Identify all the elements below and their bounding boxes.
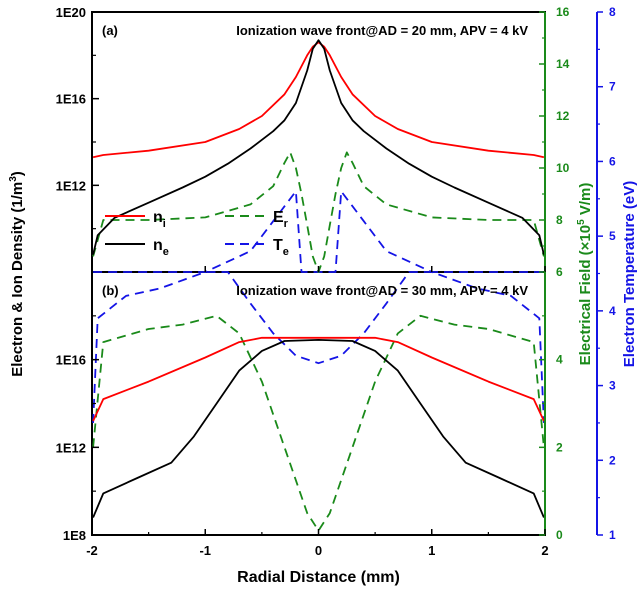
series-Te-a: [93, 190, 544, 273]
left-tick-label-a: 1E16: [56, 92, 86, 107]
legend-label-sub: i: [163, 218, 166, 230]
right-tick-label: 2: [609, 453, 616, 467]
legend-label-ni: ni: [153, 209, 166, 230]
left-tick-label-b: 1E16: [56, 353, 86, 368]
mid-tick-label-a: 12: [556, 109, 570, 123]
series-Er-b: [92, 314, 545, 532]
left-axis-label-sup: 3: [8, 176, 19, 182]
mid-axis-label: Electrical Field (×105 V/m): [576, 183, 594, 366]
legend-label-main: E: [273, 209, 284, 226]
left-axis-label: Electron & Ion Density (1/m3): [8, 171, 26, 377]
legend-label-Er: Er: [273, 209, 289, 230]
x-tick-label: 2: [541, 543, 548, 558]
mid-axis-label-sup: 5: [576, 219, 587, 225]
left-tick-label-b: 1E8: [63, 528, 86, 543]
panel-frame-b: [91, 271, 546, 536]
series-ne-b: [92, 338, 545, 518]
mid-tick-label-a: 16: [556, 5, 570, 19]
legend-label-sub: e: [163, 246, 169, 258]
mid-tick-label-a: 8: [556, 213, 563, 227]
panel-label-a: (a): [102, 23, 118, 38]
x-tick-label: -2: [86, 543, 98, 558]
series-ni-b: [92, 336, 545, 422]
panel-title-b: Ionization wave front@AD = 30 mm, APV = …: [236, 283, 528, 298]
right-tick-label: 8: [609, 5, 616, 19]
legend-label-sub: r: [284, 218, 289, 230]
right-tick-label: 7: [609, 80, 616, 94]
legend-label-ne: ne: [153, 237, 169, 258]
series-Te-b: [92, 271, 545, 423]
panel-frame-a: [91, 11, 546, 273]
left-axis-label-end: ): [9, 171, 26, 176]
mid-tick-label-b: 0: [556, 528, 563, 542]
legend-label-main: n: [153, 237, 163, 254]
legend-label-main: T: [273, 237, 283, 254]
right-tick-label: 5: [609, 229, 616, 243]
mid-axis-label-end: V/m): [577, 183, 594, 220]
plot-frames: [91, 11, 546, 536]
right-axis-label: Electron Temperature (eV): [621, 181, 638, 367]
panel-title-a: Ionization wave front@AD = 20 mm, APV = …: [236, 23, 528, 38]
mid-tick-label-a: 10: [556, 161, 570, 175]
mid-tick-label-a: 14: [556, 57, 570, 71]
left-tick-label-a: 1E20: [56, 5, 86, 20]
series-ni-a: [92, 41, 545, 159]
panel-label-b: (b): [102, 283, 119, 298]
legend-label-Te: Te: [273, 237, 289, 258]
legend-label-main: n: [153, 209, 163, 226]
mid-tick-label-a: 6: [556, 265, 563, 279]
right-tick-label: 3: [609, 379, 616, 393]
right-tick-label: 1: [609, 528, 616, 542]
right-tick-label: 6: [609, 154, 616, 168]
x-tick-label: -1: [199, 543, 211, 558]
mid-tick-label-b: 2: [556, 440, 563, 454]
legend-label-sub: e: [283, 246, 289, 258]
right-tick-label: 4: [609, 304, 616, 318]
x-tick-label: 1: [428, 543, 435, 558]
series-ne-a: [92, 39, 545, 255]
left-tick-label-a: 1E12: [56, 178, 86, 193]
mid-axis-label-main: Electrical Field (×10: [577, 225, 594, 366]
left-axis-label-main: Electron & Ion Density (1/m: [9, 182, 26, 377]
axis-layer: [91, 11, 603, 536]
x-axis-label: Radial Distance (mm): [237, 569, 400, 586]
x-tick-label: 0: [315, 543, 322, 558]
left-tick-label-b: 1E12: [56, 440, 86, 455]
mid-tick-label-b: 4: [556, 353, 563, 367]
